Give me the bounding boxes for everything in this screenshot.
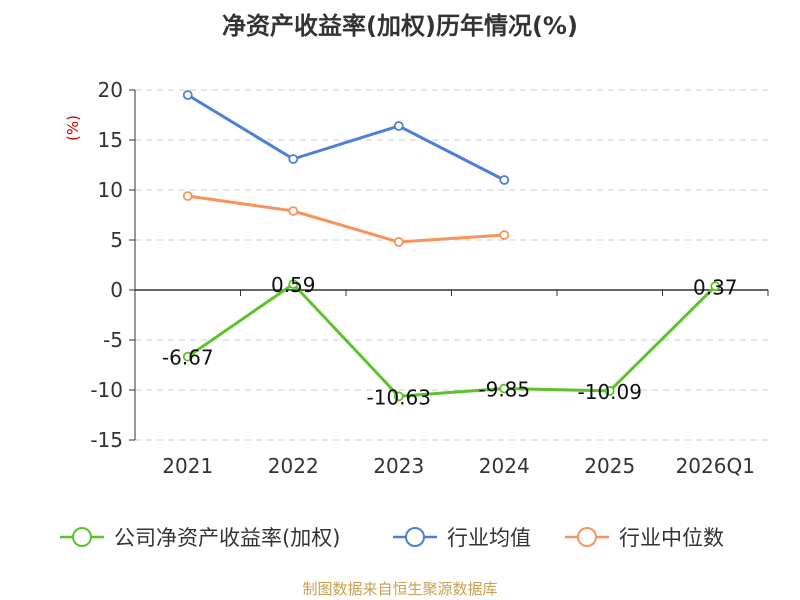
data-label: 0.37	[693, 275, 738, 299]
y-tick-label: 20	[98, 78, 123, 102]
y-tick-label: -5	[103, 328, 123, 352]
data-point	[182, 90, 193, 100]
y-tick-label: 15	[98, 128, 123, 152]
y-tick-label: -10	[90, 378, 123, 402]
x-tick-label: 2021	[162, 454, 213, 478]
y-tick-label: 5	[110, 228, 123, 252]
data-label: -9.85	[478, 378, 530, 402]
series-line	[186, 282, 717, 398]
chart-title: 净资产收益率(加权)历年情况(%)	[222, 12, 578, 40]
data-point	[499, 230, 510, 240]
data-label: -6.67	[162, 346, 214, 370]
x-tick-label: 2025	[584, 454, 635, 478]
data-point	[499, 175, 510, 185]
legend-label: 公司净资产收益率(加权)	[114, 526, 340, 550]
legend-marker	[577, 527, 597, 547]
x-tick-label: 2024	[479, 454, 530, 478]
y-tick-label: -15	[90, 428, 123, 452]
y-axis-label: (%)	[64, 115, 82, 141]
data-point	[182, 351, 193, 362]
data-label: 0.59	[271, 273, 316, 297]
data-point	[288, 279, 299, 290]
data-label: -10.63	[367, 385, 431, 409]
data-point	[710, 281, 721, 292]
x-tick-label: 2022	[268, 454, 319, 478]
legend-marker	[405, 527, 425, 547]
data-point	[499, 383, 510, 394]
data-label: -10.09	[578, 380, 642, 404]
x-tick-label: 2023	[373, 454, 424, 478]
data-point	[393, 237, 404, 247]
series-line	[187, 194, 505, 244]
data-point	[393, 121, 404, 131]
legend-label: 行业均值	[447, 526, 531, 550]
legend-marker	[72, 527, 92, 547]
source-note: 制图数据来自恒生聚源数据库	[302, 580, 497, 598]
data-point	[182, 191, 193, 201]
data-point	[604, 385, 615, 396]
series-line	[186, 93, 505, 182]
data-point	[288, 206, 299, 216]
data-point	[393, 391, 404, 402]
y-tick-label: 10	[98, 178, 123, 202]
legend-label: 行业中位数	[619, 526, 724, 550]
y-tick-label: 0	[110, 278, 123, 302]
x-tick-label: 2026Q1	[676, 454, 755, 478]
data-point	[288, 154, 299, 164]
